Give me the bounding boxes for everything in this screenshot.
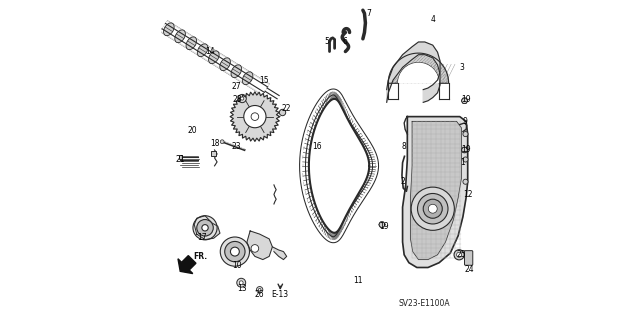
- Text: E-13: E-13: [272, 290, 289, 299]
- Text: 15: 15: [260, 76, 269, 85]
- Circle shape: [423, 199, 442, 218]
- Text: 28: 28: [232, 95, 241, 104]
- Circle shape: [428, 204, 437, 213]
- Text: 24: 24: [465, 264, 474, 274]
- Text: 20: 20: [188, 126, 197, 135]
- Text: 3: 3: [460, 63, 465, 72]
- Circle shape: [456, 252, 461, 257]
- Circle shape: [461, 147, 467, 153]
- Circle shape: [239, 281, 243, 285]
- Circle shape: [230, 247, 239, 256]
- Text: 12: 12: [463, 190, 472, 199]
- Text: 10: 10: [232, 261, 242, 271]
- Text: 11: 11: [353, 276, 363, 285]
- Ellipse shape: [186, 37, 196, 50]
- Circle shape: [237, 278, 246, 287]
- Circle shape: [238, 94, 246, 103]
- Polygon shape: [388, 53, 449, 83]
- Circle shape: [279, 109, 285, 116]
- Text: 8: 8: [401, 142, 406, 151]
- Text: 2: 2: [401, 177, 406, 186]
- Text: 5: 5: [324, 38, 330, 47]
- Text: 22: 22: [282, 104, 291, 113]
- Circle shape: [241, 97, 244, 100]
- Ellipse shape: [197, 44, 208, 57]
- Circle shape: [193, 216, 217, 240]
- Text: 17: 17: [197, 233, 207, 242]
- Circle shape: [257, 286, 263, 293]
- Text: 19: 19: [379, 222, 388, 231]
- Circle shape: [461, 98, 467, 104]
- Text: 4: 4: [430, 15, 435, 24]
- Ellipse shape: [164, 23, 174, 36]
- Ellipse shape: [175, 30, 186, 43]
- Circle shape: [411, 187, 454, 230]
- Polygon shape: [387, 42, 440, 102]
- Circle shape: [454, 250, 464, 260]
- FancyBboxPatch shape: [465, 251, 473, 265]
- Text: 21: 21: [175, 155, 185, 164]
- Polygon shape: [410, 122, 461, 260]
- Circle shape: [202, 225, 208, 231]
- Text: 25: 25: [456, 250, 466, 259]
- Polygon shape: [273, 247, 287, 260]
- Ellipse shape: [209, 51, 219, 63]
- Text: 19: 19: [461, 95, 471, 104]
- Circle shape: [220, 237, 250, 266]
- Text: 19: 19: [461, 145, 471, 154]
- Circle shape: [417, 194, 448, 224]
- FancyBboxPatch shape: [179, 155, 182, 159]
- Circle shape: [463, 179, 468, 184]
- Circle shape: [220, 140, 224, 144]
- Circle shape: [251, 245, 259, 252]
- Text: 26: 26: [255, 290, 264, 299]
- Text: 16: 16: [312, 142, 321, 151]
- Text: FR.: FR.: [193, 252, 207, 261]
- Polygon shape: [230, 92, 280, 141]
- Text: 13: 13: [237, 284, 247, 293]
- Text: 14: 14: [205, 47, 215, 56]
- Text: SV23-E1100A: SV23-E1100A: [399, 299, 451, 308]
- Circle shape: [463, 157, 468, 162]
- Circle shape: [251, 113, 259, 121]
- Text: 23: 23: [231, 142, 241, 151]
- Text: 9: 9: [463, 117, 468, 126]
- Text: 18: 18: [210, 139, 220, 148]
- Circle shape: [463, 131, 468, 137]
- Ellipse shape: [220, 58, 230, 70]
- Text: 1: 1: [460, 158, 465, 167]
- Circle shape: [225, 241, 245, 262]
- Wedge shape: [388, 53, 449, 83]
- Polygon shape: [403, 117, 468, 268]
- Circle shape: [196, 219, 213, 236]
- FancyBboxPatch shape: [211, 151, 216, 156]
- Polygon shape: [247, 231, 273, 260]
- Polygon shape: [194, 216, 220, 240]
- Wedge shape: [398, 63, 439, 83]
- Text: 7: 7: [367, 9, 372, 18]
- Text: 6: 6: [343, 38, 348, 47]
- Circle shape: [244, 106, 266, 128]
- Ellipse shape: [231, 65, 242, 78]
- Text: 27: 27: [232, 82, 241, 91]
- Ellipse shape: [243, 72, 253, 85]
- Circle shape: [379, 222, 385, 227]
- Circle shape: [259, 288, 261, 291]
- Polygon shape: [178, 256, 196, 274]
